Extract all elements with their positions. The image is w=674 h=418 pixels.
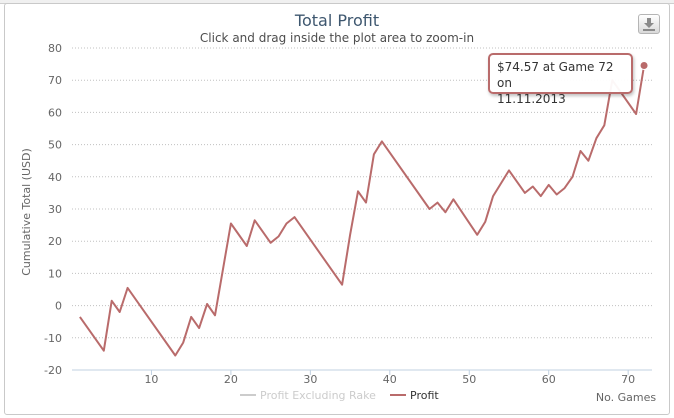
- legend-item-profit-excluding-rake[interactable]: Profit Excluding Rake: [240, 389, 376, 402]
- download-icon: [643, 18, 655, 31]
- y-tick-label: -10: [44, 332, 62, 345]
- series-line-profit[interactable]: [79, 65, 646, 357]
- y-tick-label: 60: [48, 106, 62, 119]
- y-tick-label: 30: [48, 203, 62, 216]
- x-axis-label: No. Games: [596, 391, 657, 404]
- x-tick-label: 10: [144, 373, 158, 386]
- x-tick-label: 30: [303, 373, 317, 386]
- highlighted-point[interactable]: [639, 60, 649, 70]
- series-layer: [79, 60, 649, 357]
- y-axis: 80 70 60 50 40 30 20 10 0 -10 -20: [44, 42, 652, 377]
- legend-label: Profit: [410, 389, 439, 402]
- chart-title: Total Profit: [294, 11, 380, 30]
- tooltip-line-1: $74.57 at Game 72 on: [497, 60, 614, 90]
- y-tick-label: 10: [48, 267, 62, 280]
- y-tick-label: 50: [48, 139, 62, 152]
- y-tick-label: 40: [48, 171, 62, 184]
- x-axis: 10 20 30 40 50 60 70: [144, 370, 635, 386]
- x-tick-label: 70: [621, 373, 635, 386]
- chart-subtitle: Click and drag inside the plot area to z…: [199, 31, 475, 45]
- tooltip-line-2: 11.11.2013: [497, 92, 566, 106]
- y-tick-label: 0: [55, 300, 62, 313]
- y-axis-label: Cumulative Total (USD): [20, 148, 33, 276]
- legend-label: Profit Excluding Rake: [260, 389, 376, 402]
- x-tick-label: 60: [542, 373, 556, 386]
- y-tick-label: 70: [48, 74, 62, 87]
- x-tick-label: 50: [462, 373, 476, 386]
- legend[interactable]: Profit Excluding Rake Profit: [240, 389, 439, 402]
- export-button[interactable]: [638, 14, 660, 34]
- y-tick-label: 80: [48, 42, 62, 55]
- y-tick-label: 20: [48, 235, 62, 248]
- x-tick-label: 40: [383, 373, 397, 386]
- data-tooltip: $74.57 at Game 72 on 11.11.2013: [488, 53, 633, 106]
- legend-item-profit[interactable]: Profit: [390, 389, 439, 402]
- x-tick-label: 20: [224, 373, 238, 386]
- y-tick-label: -20: [44, 364, 62, 377]
